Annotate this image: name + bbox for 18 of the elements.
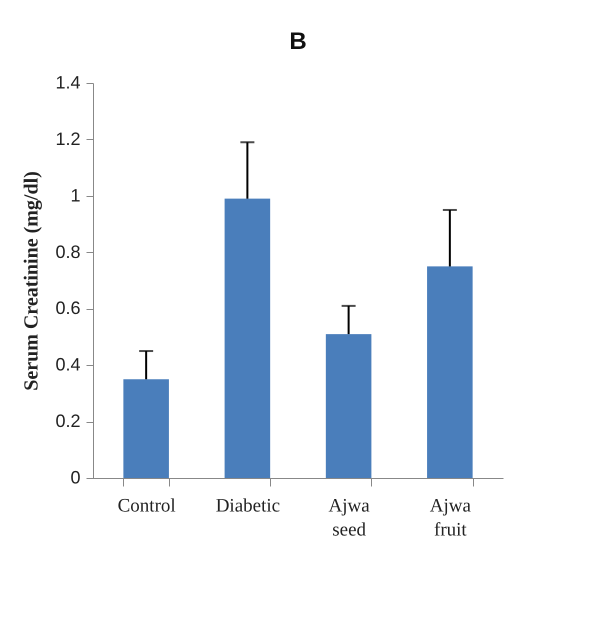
y-tick-label: 0.4 xyxy=(55,354,80,375)
y-axis-title: Serum Creatinine (mg/dl) xyxy=(20,171,42,391)
y-tick-label: 1.2 xyxy=(55,128,80,149)
bar xyxy=(224,198,270,478)
y-tick-label: 0.8 xyxy=(55,242,80,262)
y-tick-label: 1.4 xyxy=(55,72,80,92)
bar xyxy=(326,334,372,478)
x-tick-label: Diabetic xyxy=(216,496,280,516)
y-tick-label: 0.6 xyxy=(55,298,80,318)
y-tick-label: 0.2 xyxy=(55,411,80,432)
y-tick-label: 0 xyxy=(70,468,80,488)
y-tick-label: 1 xyxy=(70,185,80,206)
x-tick-label: Control xyxy=(118,496,176,516)
x-tick-label: Ajwa fruit xyxy=(430,496,472,540)
bar xyxy=(123,379,169,478)
chart-title: B xyxy=(289,28,307,55)
bar xyxy=(427,266,473,478)
x-tick-label: Ajwa seed xyxy=(328,496,370,540)
